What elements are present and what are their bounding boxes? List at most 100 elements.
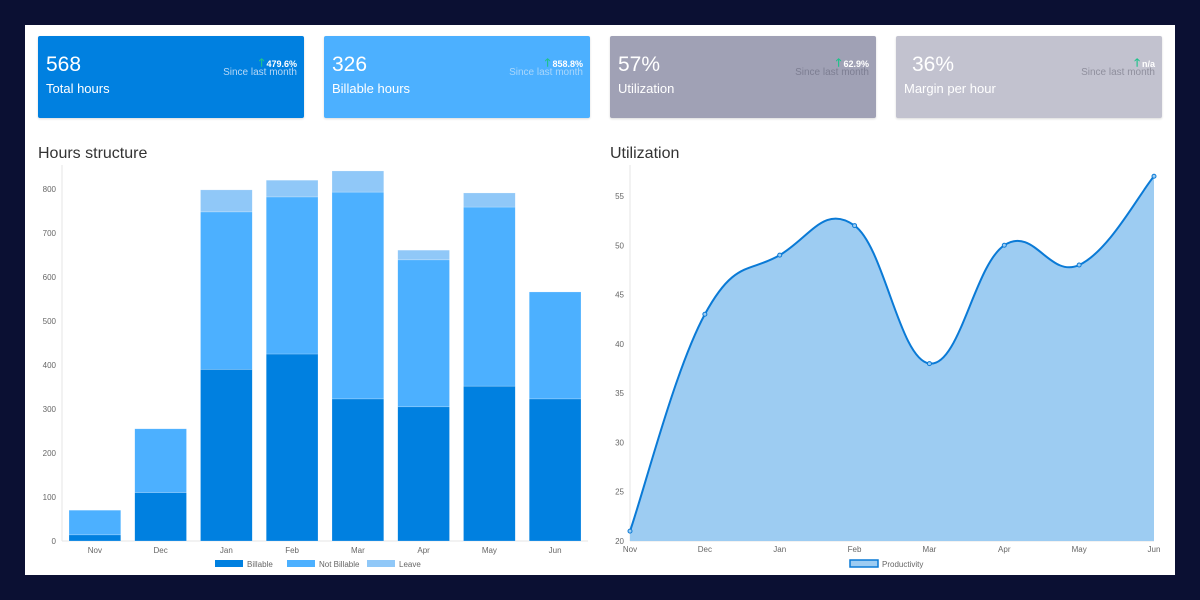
x-tick-label: Mar — [351, 546, 365, 555]
kpi-card-billable-hours: 326 Billable hours 🡑 858.8% Since last mo… — [324, 36, 590, 118]
x-tick-label: Jun — [1148, 545, 1161, 554]
data-point — [777, 252, 783, 258]
bar-billable — [529, 398, 582, 542]
bar-not-billable — [397, 259, 450, 408]
kpi-card-utilization: 57% Utilization 🡑 62.9% Since last month — [610, 36, 876, 118]
x-tick-label: Jan — [773, 545, 786, 554]
data-point — [1151, 173, 1157, 179]
y-tick-label: 200 — [43, 449, 57, 458]
utilization-title: Utilization — [610, 145, 680, 162]
kpi-value: 568 — [46, 53, 82, 76]
y-tick-label: 600 — [43, 273, 57, 282]
bar-not-billable — [266, 196, 319, 355]
x-tick-label: Mar — [923, 545, 937, 554]
y-tick-label: 55 — [615, 192, 624, 201]
legend-swatch — [215, 560, 243, 567]
y-tick-label: 35 — [615, 389, 624, 398]
x-tick-label: Nov — [88, 546, 102, 555]
legend-label: Leave — [399, 560, 421, 569]
x-tick-label: May — [482, 546, 497, 555]
kpi-label: Total hours — [46, 81, 110, 96]
kpi-since: Since last month — [795, 67, 869, 78]
bar-not-billable — [68, 509, 121, 536]
arrow-up-icon: 🡑 — [258, 57, 265, 69]
kpi-card-margin-per-hour: 36% Margin per hour 🡑 n/a Since last mont… — [896, 36, 1162, 118]
kpi-change-value: 62.9% — [843, 58, 869, 69]
data-point — [852, 223, 858, 229]
bar-not-billable — [134, 428, 187, 493]
data-point — [1076, 262, 1082, 268]
bar-not-billable — [200, 211, 253, 370]
kpi-change: 🡑 n/a — [1134, 54, 1155, 73]
y-tick-label: 700 — [43, 229, 57, 238]
bar-not-billable — [529, 291, 582, 400]
y-tick-label: 500 — [43, 317, 57, 326]
arrow-up-icon: 🡑 — [1134, 57, 1140, 69]
data-point — [702, 311, 708, 317]
kpi-since: Since last month — [1081, 67, 1155, 78]
data-point — [1001, 242, 1007, 248]
kpi-label: Utilization — [618, 81, 675, 96]
kpi-value: 36% — [912, 53, 955, 76]
x-tick-label: Dec — [698, 545, 712, 554]
x-tick-label: Jun — [549, 546, 562, 555]
kpi-change: 🡑 62.9% — [836, 54, 869, 73]
x-tick-label: Apr — [998, 545, 1011, 554]
data-point — [926, 361, 932, 367]
bar-leave — [397, 249, 450, 261]
legend-swatch — [287, 560, 315, 567]
x-tick-label: Feb — [848, 545, 862, 554]
kpi-change-value: n/a — [1141, 58, 1155, 69]
y-tick-label: 30 — [615, 438, 624, 447]
legend-swatch — [367, 560, 395, 567]
bar-leave — [331, 170, 384, 193]
legend-swatch — [849, 559, 879, 568]
kpi-since: Since last month — [223, 67, 297, 78]
bar-leave — [463, 192, 516, 208]
legend-label: Billable — [247, 560, 273, 569]
bar-billable — [266, 353, 319, 542]
bar-leave — [200, 189, 253, 213]
bar-billable — [200, 369, 253, 542]
y-tick-label: 20 — [615, 537, 624, 546]
x-tick-label: Jan — [220, 546, 233, 555]
bar-billable — [68, 534, 121, 542]
dashboard: 568 Total hours 🡑 479.6% Since last month… — [25, 25, 1175, 575]
kpi-label: Margin per hour — [904, 81, 996, 96]
y-tick-label: 0 — [52, 537, 57, 546]
bar-billable — [331, 398, 384, 542]
hours-structure-title: Hours structure — [38, 145, 148, 162]
y-tick-label: 400 — [43, 361, 57, 370]
kpi-value: 326 — [332, 53, 368, 76]
y-tick-label: 300 — [43, 405, 57, 414]
kpi-change-value: 858.8% — [552, 58, 583, 69]
y-tick-label: 45 — [615, 291, 624, 300]
y-tick-label: 40 — [615, 340, 624, 349]
y-tick-label: 100 — [43, 493, 57, 502]
x-tick-label: Apr — [417, 546, 430, 555]
x-tick-label: Dec — [154, 546, 168, 555]
utilization-area — [630, 176, 1154, 541]
x-tick-label: Feb — [285, 546, 299, 555]
arrow-up-icon: 🡑 — [544, 57, 551, 69]
y-tick-label: 25 — [615, 488, 624, 497]
bar-billable — [397, 406, 450, 542]
arrow-up-icon: 🡑 — [835, 57, 842, 69]
kpi-label: Billable hours — [332, 81, 411, 96]
bar-not-billable — [331, 191, 384, 400]
legend-label: Productivity — [882, 560, 923, 569]
bar-not-billable — [463, 206, 516, 387]
x-tick-label: Nov — [623, 545, 637, 554]
kpi-change-value: 479.6% — [266, 58, 297, 69]
x-tick-label: May — [1072, 545, 1087, 554]
kpi-change: 🡑 479.6% — [259, 54, 297, 73]
y-tick-label: 800 — [43, 185, 57, 194]
kpi-value: 57% — [618, 53, 661, 76]
bar-billable — [134, 492, 187, 542]
kpi-since: Since last month — [509, 67, 583, 78]
legend-label: Not Billable — [319, 560, 360, 569]
data-point — [627, 528, 633, 534]
bar-billable — [463, 385, 516, 542]
kpi-card-total-hours: 568 Total hours 🡑 479.6% Since last month — [38, 36, 304, 118]
y-tick-label: 50 — [615, 241, 624, 250]
